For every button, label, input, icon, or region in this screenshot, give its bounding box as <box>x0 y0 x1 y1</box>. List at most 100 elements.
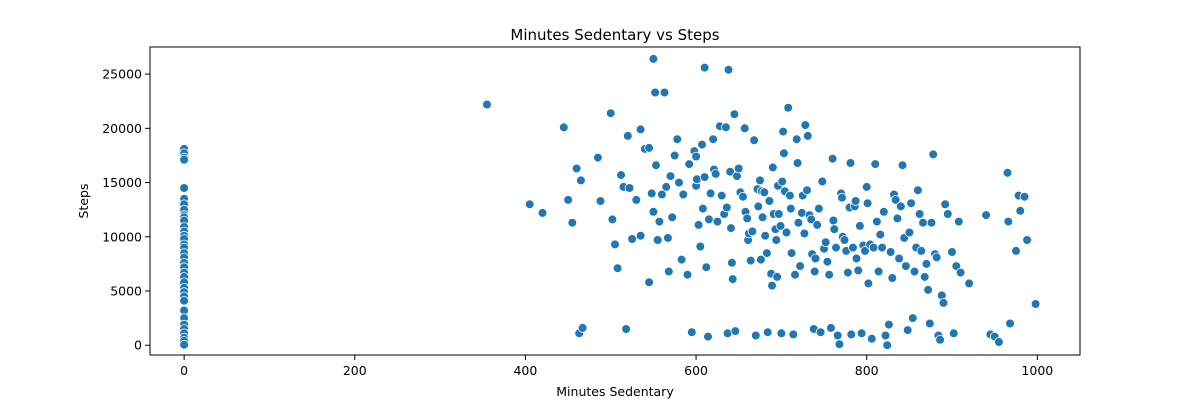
data-point <box>870 159 880 169</box>
data-point <box>482 99 492 110</box>
data-point <box>749 135 759 146</box>
data-point <box>897 160 908 171</box>
data-point <box>812 220 822 230</box>
data-point <box>775 221 786 231</box>
data-point <box>727 274 738 284</box>
data-point <box>1002 168 1013 178</box>
data-point <box>686 327 697 338</box>
data-point <box>676 254 687 265</box>
data-point <box>663 266 674 277</box>
data-point <box>817 176 828 187</box>
data-point <box>767 280 777 291</box>
data-point <box>931 252 942 263</box>
data-point <box>907 313 918 323</box>
data-point <box>701 262 712 273</box>
data-point <box>923 285 933 295</box>
data-point <box>942 209 953 219</box>
data-point <box>631 195 642 205</box>
data-point <box>753 201 764 212</box>
data-point <box>699 172 710 182</box>
data-point <box>705 188 716 199</box>
data-point <box>1005 318 1015 329</box>
data-point <box>1030 299 1041 309</box>
data-point <box>860 246 870 256</box>
data-point <box>846 329 857 340</box>
data-point <box>827 153 838 164</box>
data-point <box>850 196 861 206</box>
data-point <box>837 192 847 203</box>
data-point <box>644 277 654 288</box>
data-point <box>892 213 903 224</box>
data-point <box>778 126 788 137</box>
data-point <box>909 266 920 277</box>
y-tick-label: 5000 <box>110 284 142 299</box>
x-tick-label: 800 <box>855 363 879 378</box>
data-point <box>179 183 189 193</box>
x-tick-label: 600 <box>684 363 708 378</box>
data-point <box>828 215 839 226</box>
data-point <box>759 187 770 198</box>
data-point <box>627 234 637 244</box>
y-axis-label: Steps <box>76 184 91 219</box>
data-point <box>607 214 618 225</box>
data-point <box>861 182 872 192</box>
data-point <box>855 221 865 231</box>
data-point <box>704 214 714 225</box>
data-point <box>635 230 646 241</box>
data-point <box>738 191 748 202</box>
data-point <box>884 319 894 330</box>
data-point <box>684 159 694 169</box>
data-point <box>878 207 889 217</box>
data-point <box>948 328 959 339</box>
data-point <box>955 267 966 278</box>
y-tick-label: 20000 <box>102 121 142 136</box>
data-point <box>875 229 886 240</box>
data-point <box>698 203 708 214</box>
data-point <box>799 228 810 239</box>
data-point <box>767 162 778 173</box>
data-point <box>853 265 863 276</box>
data-point <box>776 328 787 339</box>
data-point <box>723 65 734 75</box>
data-point <box>745 255 756 266</box>
data-point <box>964 278 974 289</box>
data-point <box>654 216 665 227</box>
data-point <box>652 235 663 245</box>
data-point <box>862 198 873 209</box>
data-point <box>887 273 898 283</box>
y-tick-label: 15000 <box>102 175 142 190</box>
data-point <box>914 209 925 219</box>
data-point <box>947 247 957 257</box>
data-point <box>866 333 877 344</box>
data-point <box>179 339 189 350</box>
data-point <box>924 318 935 329</box>
data-point <box>953 216 964 227</box>
data-point <box>1011 246 1021 256</box>
data-point <box>716 190 727 201</box>
data-point <box>678 189 689 200</box>
data-point <box>800 120 811 130</box>
data-point <box>710 169 721 179</box>
data-point <box>727 257 737 268</box>
data-point <box>786 248 797 258</box>
data-point <box>793 217 804 228</box>
data-point <box>699 62 710 73</box>
plot-frame <box>149 46 1081 356</box>
x-tick-label: 200 <box>343 363 367 378</box>
data-point <box>814 203 824 214</box>
data-point <box>940 199 950 210</box>
data-point <box>621 324 631 334</box>
data-point <box>595 196 606 206</box>
data-point <box>894 253 904 264</box>
data-point <box>1019 191 1030 202</box>
data-point <box>635 124 646 135</box>
data-point <box>742 213 752 224</box>
data-point <box>593 152 603 163</box>
data-point <box>729 109 740 119</box>
y-tick-label: 25000 <box>102 67 142 82</box>
data-point <box>785 190 795 201</box>
data-point <box>872 216 882 227</box>
data-point <box>755 175 765 186</box>
